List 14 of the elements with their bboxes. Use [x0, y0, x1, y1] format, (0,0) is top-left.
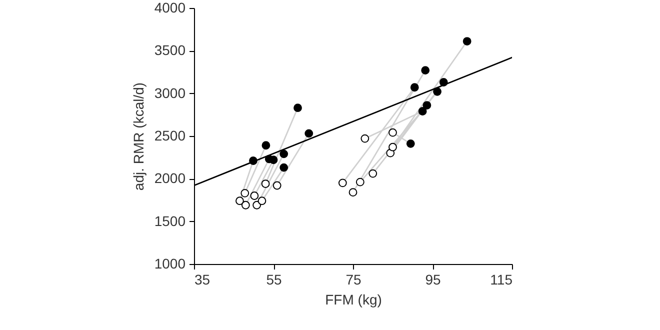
y-tick-label: 3000	[154, 84, 186, 101]
y-tick-label: 2000	[154, 170, 186, 186]
x-tick-label: 75	[346, 272, 362, 288]
y-tick-label: 1500	[154, 212, 186, 229]
x-tick-label: 55	[266, 272, 282, 288]
x-tick-label: 35	[194, 272, 210, 288]
y-tick-label: 2500	[154, 128, 186, 144]
y-tick-label: 1000	[154, 256, 186, 272]
y-tick-label: 4000	[154, 0, 186, 16]
x-tick-label: 95	[425, 272, 441, 288]
y-tick-label: 3500	[154, 42, 186, 58]
x-axis-title: FFM (kg)	[325, 292, 382, 308]
y-axis-title: adj. RMR (kcal/d)	[130, 82, 146, 191]
x-tick-label: 115	[490, 272, 513, 288]
